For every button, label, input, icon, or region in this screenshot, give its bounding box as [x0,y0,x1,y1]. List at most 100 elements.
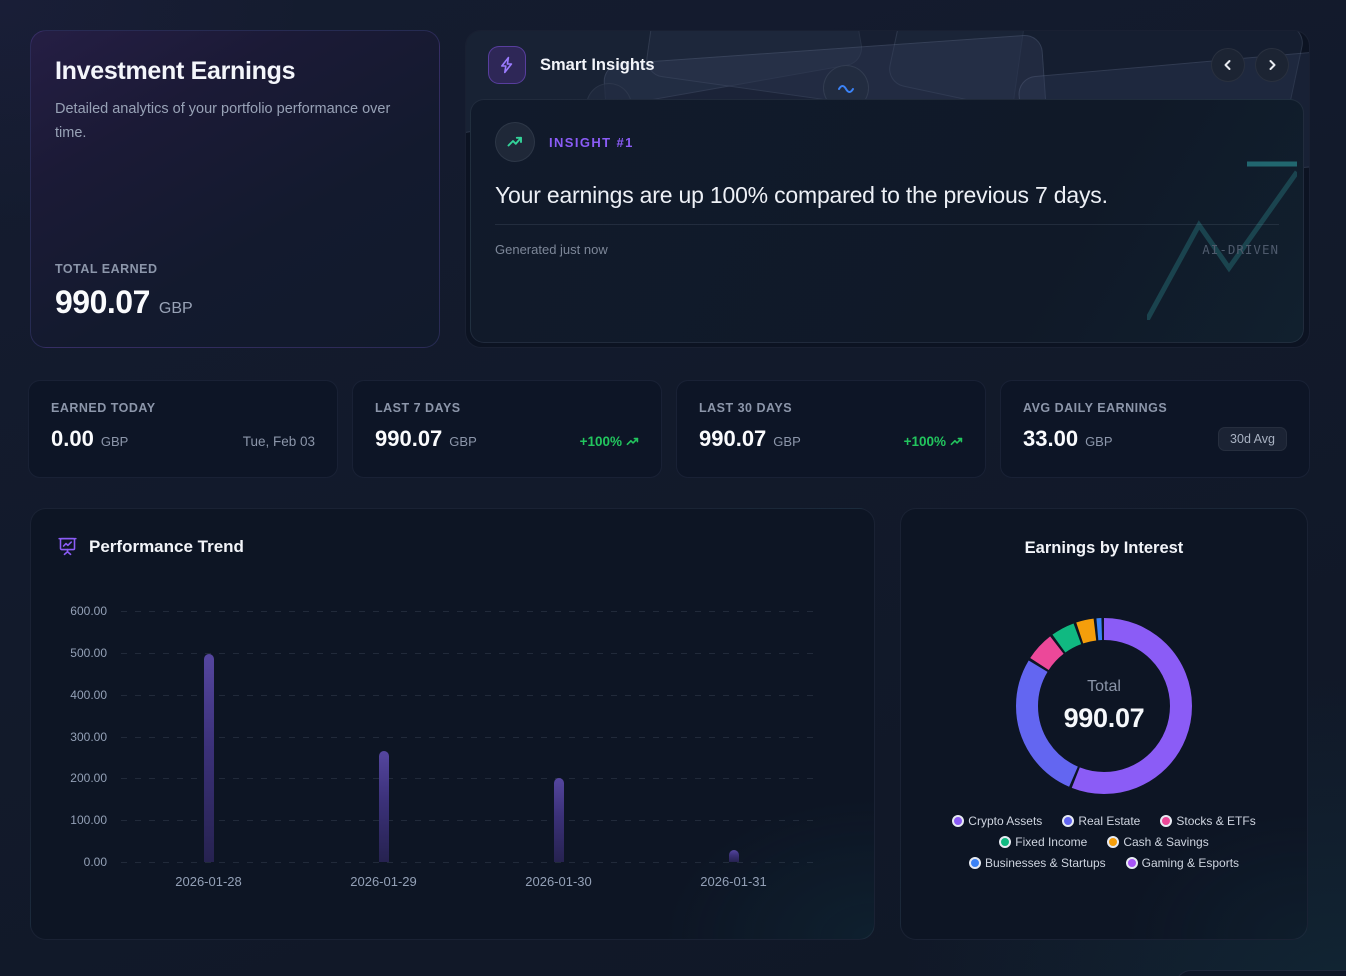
donut-legend: Crypto Assets Real Estate Stocks & ETFs Fix… [901,814,1307,870]
donut-total-label: Total [1087,678,1121,695]
stat-currency: GBP [100,434,129,449]
trend-arrow-icon [626,437,639,446]
x-axis-tick-label: 2026-01-29 [350,874,417,889]
grid-line [121,778,821,780]
x-axis-tick-label: 2026-01-31 [700,874,767,889]
stat-meta-positive: +100% [580,434,639,449]
stat-meta-positive: +100% [904,434,963,449]
chevron-left-icon [1224,60,1231,70]
stat-value-row: 990.07 GBP +100% [375,426,639,452]
legend-item-fixed-income[interactable]: Fixed Income [999,835,1087,849]
stat-label: EARNED TODAY [51,401,156,415]
trend-line-decoration [1147,161,1297,320]
performance-trend-card: Performance Trend 600.00 500.00 400.00 300.… [30,508,875,940]
legend-item-real-estate[interactable]: Real Estate [1062,814,1140,828]
legend-color-dot [999,836,1012,848]
stat-meta-badge: 30d Avg [1218,427,1287,451]
donut-total-value: 990.07 [1063,703,1145,733]
y-axis-tick-label: 400.00 [70,687,107,702]
insight-panel: INSIGHT #1 Your earnings are up 100% com… [470,99,1304,343]
chevron-right-icon [1269,60,1276,70]
y-axis-tick-label: 0.00 [83,855,107,869]
page-title: Investment Earnings [55,57,296,85]
total-earned-value: 990.07 [55,284,150,320]
grid-line [121,611,821,612]
total-earned-currency: GBP [158,300,193,317]
grid-line [121,694,821,696]
legend-item-stocks-etfs[interactable]: Stocks & ETFs [1160,814,1256,828]
legend-label: Real Estate [1078,814,1141,828]
legend-color-dot [1125,857,1138,869]
stat-value: 0.00 [51,426,94,451]
stat-currency: GBP [773,434,801,449]
earnings-by-interest-card: Earnings by Interest Total 990.07 Crypto… [900,508,1308,940]
legend-color-dot [1160,815,1173,827]
bar-2026-01-31 [728,850,739,862]
legend-label: Businesses & Startups [984,856,1106,870]
stat-meta-text: +100% [579,434,622,449]
y-axis-tick-label: 200.00 [70,771,107,786]
stat-meta-date: Tue, Feb 03 [243,434,315,449]
stat-value: 990.07 [375,426,443,451]
stat-value-row: 990.07 GBP +100% [699,426,963,452]
insights-header: Smart Insights [466,31,1309,99]
stat-value-row: 0.00 GBP Tue, Feb 03 [51,426,315,452]
legend-label: Fixed Income [1015,835,1088,849]
lightning-icon [488,46,526,84]
total-earned-label: TOTAL EARNED [55,262,158,276]
stat-label: LAST 30 DAYS [699,401,793,415]
insight-number-label: INSIGHT #1 [549,134,634,150]
legend-row: Fixed Income Cash & Savings [901,835,1307,849]
x-axis-tick-label: 2026-01-30 [525,874,592,889]
insight-headline: Your earnings are up 100% compared to th… [495,182,1279,225]
legend-item-businesses-startups[interactable]: Businesses & Startups [968,856,1106,870]
page-subtitle: Detailed analytics of your portfolio per… [55,101,391,141]
grid-line [121,652,821,654]
legend-item-cash-savings[interactable]: Cash & Savings [1107,835,1209,849]
stat-card-earned-today: EARNED TODAY 0.00 GBP Tue, Feb 03 [28,380,338,478]
stat-value-row: 33.00 GBP 30d Avg [1023,426,1287,452]
bar-2026-01-28 [203,654,214,862]
y-axis-tick-label: 300.00 [70,729,107,744]
legend-item-crypto-assets[interactable]: Crypto Assets [952,814,1042,828]
stats-row: EARNED TODAY 0.00 GBP Tue, Feb 03 LAST 7 DAY… [28,380,1310,478]
stat-meta-text: +100% [903,434,946,449]
ai-driven-tag: AI-DRIVEN [1202,242,1279,257]
grid-line [121,736,821,738]
legend-label: Gaming & Esports [1141,856,1240,870]
next-section-edge [1175,970,1346,976]
stat-value: 33.00 [1023,426,1079,451]
legend-row: Businesses & Startups Gaming & Esports [901,856,1307,870]
grid-line [121,862,821,863]
legend-label: Cash & Savings [1123,835,1209,849]
stat-currency: GBP [1085,434,1113,449]
stat-currency: GBP [449,434,477,449]
bar-2026-01-29 [378,751,389,862]
legend-color-dot [1062,815,1075,827]
y-axis-tick-label: 600.00 [70,604,107,618]
insight-next-button[interactable] [1255,48,1289,82]
smart-insights-title: Smart Insights [540,55,655,74]
legend-color-dot [968,857,981,869]
insight-prev-button[interactable] [1211,48,1245,82]
y-axis-tick-label: 100.00 [70,813,107,828]
legend-color-dot [1107,836,1120,848]
stat-card-last-30-days: LAST 30 DAYS 990.07 GBP +100% [676,380,986,478]
presentation-chart-icon [58,537,77,556]
bar-2026-01-30 [553,778,564,862]
stat-label: LAST 7 DAYS [375,401,461,415]
performance-trend-title: Performance Trend [89,536,244,556]
hero-card: Investment Earnings Detailed analytics o… [30,30,440,348]
x-axis-tick-label: 2026-01-28 [175,874,242,889]
wave-icon [838,85,854,93]
trend-arrow-icon [950,437,963,446]
bar-chart-plot: 600.00 500.00 400.00 300.00 200.00 100.00 0.00… [70,604,821,889]
stat-label: AVG DAILY EARNINGS [1023,401,1168,415]
donut-chart: Total 990.07 [1009,611,1199,801]
stat-card-avg-daily-earnings: AVG DAILY EARNINGS 33.00 GBP 30d Avg [1000,380,1310,478]
stat-meta-text: Tue, Feb 03 [242,434,315,449]
legend-color-dot [952,815,965,827]
earnings-by-interest-title: Earnings by Interest [1024,539,1184,557]
legend-item-gaming-esports[interactable]: Gaming & Esports [1125,856,1240,870]
